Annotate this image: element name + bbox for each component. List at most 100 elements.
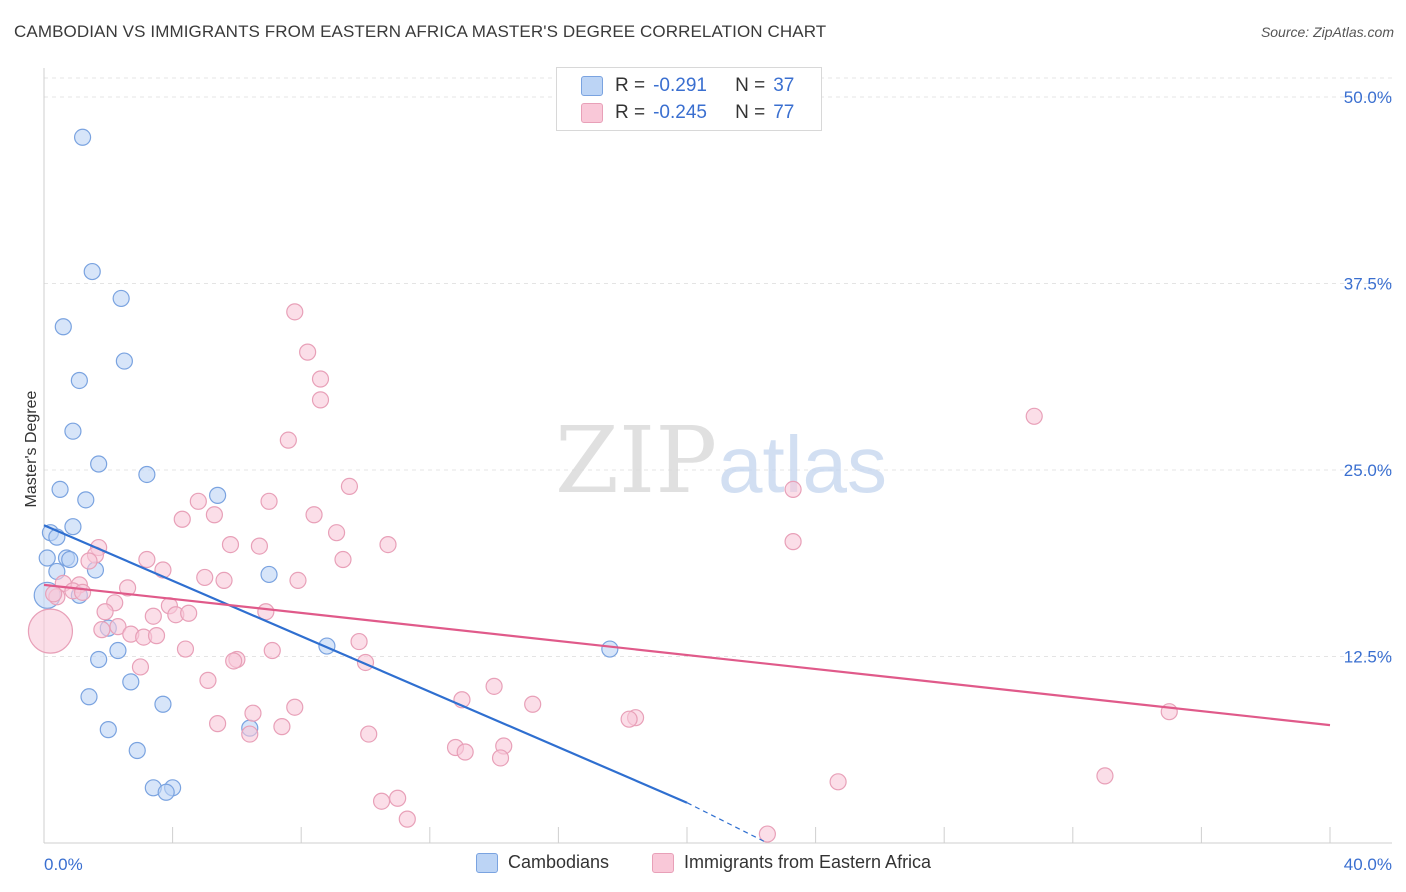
point-eastern-africa <box>398 810 416 828</box>
chart-title: CAMBODIAN VS IMMIGRANTS FROM EASTERN AFR… <box>14 22 827 41</box>
point-cambodian <box>64 422 82 440</box>
point-eastern-africa <box>147 627 166 645</box>
point-cambodian <box>73 128 92 146</box>
point-cambodian <box>601 640 619 658</box>
legend-row-eastern-africa: R = -0.245 N = 77 <box>581 100 794 126</box>
point-eastern-africa <box>372 792 391 810</box>
point-eastern-africa <box>260 492 278 510</box>
point-eastern-africa <box>196 568 214 587</box>
point-eastern-africa <box>199 671 217 689</box>
point-eastern-africa <box>286 303 304 321</box>
legend-row-cambodians: R = -0.291 N = 37 <box>581 73 794 99</box>
point-cambodian <box>83 262 101 281</box>
series-legend-eastern-africa[interactable]: Immigrants from Eastern Africa <box>652 852 931 873</box>
point-eastern-africa <box>221 535 240 554</box>
point-eastern-africa <box>389 789 407 807</box>
trend-line-cambodians <box>43 524 688 804</box>
point-cambodian <box>90 650 108 669</box>
point-eastern-africa <box>118 579 137 597</box>
series-swatch-cambodians <box>476 852 498 873</box>
stats-legend: R = -0.291 N = 37 R = -0.245 N = 77 <box>556 67 822 131</box>
point-eastern-africa <box>273 718 291 736</box>
legend-n-label: N = <box>735 75 766 96</box>
point-eastern-africa <box>27 608 74 654</box>
point-eastern-africa <box>131 658 150 676</box>
point-eastern-africa <box>180 604 198 622</box>
point-eastern-africa <box>176 640 195 658</box>
point-cambodian <box>109 641 127 660</box>
point-eastern-africa <box>96 603 114 621</box>
point-eastern-africa <box>620 710 638 728</box>
point-eastern-africa <box>205 506 223 524</box>
point-eastern-africa <box>144 607 162 625</box>
point-eastern-africa <box>350 632 368 651</box>
x-tick-label: 40.0% <box>1344 855 1392 874</box>
point-eastern-africa <box>263 641 281 660</box>
y-tick-label: 37.5% <box>1344 275 1392 294</box>
legend-swatch-cambodians <box>581 76 603 96</box>
legend-r-value: -0.245 <box>653 102 707 123</box>
point-eastern-africa <box>1096 767 1114 785</box>
point-cambodian <box>138 465 156 484</box>
source-label: Source: ZipAtlas.com <box>1260 24 1394 40</box>
legend-n-value: 37 <box>773 75 795 96</box>
point-eastern-africa <box>45 585 63 603</box>
trend-extension-cambodians <box>686 802 768 844</box>
point-cambodian <box>77 491 95 509</box>
legend-r-label: R = <box>615 102 646 123</box>
point-eastern-africa <box>327 524 346 542</box>
series-legend: Cambodians Immigrants from Eastern Afric… <box>0 852 1406 878</box>
legend-swatch-eastern-africa <box>581 103 603 123</box>
point-eastern-africa <box>138 550 156 569</box>
point-eastern-africa <box>279 431 297 449</box>
point-eastern-africa <box>299 343 317 361</box>
point-eastern-africa <box>485 677 503 695</box>
point-eastern-africa <box>215 571 233 590</box>
point-cambodian <box>209 486 227 504</box>
point-cambodian <box>64 518 82 536</box>
point-cambodian <box>99 721 117 739</box>
watermark-zip: ZIP <box>555 407 717 514</box>
point-cambodian <box>260 565 278 584</box>
point-eastern-africa <box>286 698 304 716</box>
point-eastern-africa <box>189 492 207 510</box>
point-eastern-africa <box>758 825 776 843</box>
point-eastern-africa <box>305 506 323 524</box>
y-tick-label: 12.5% <box>1344 648 1392 667</box>
point-eastern-africa <box>93 621 111 639</box>
point-eastern-africa <box>80 552 98 570</box>
point-eastern-africa <box>311 370 330 388</box>
watermark-atlas: atlas <box>718 420 887 509</box>
point-eastern-africa <box>311 391 330 409</box>
y-tick-label: 50.0% <box>1344 88 1392 107</box>
point-cambodian <box>128 741 146 760</box>
point-eastern-africa <box>1025 407 1043 425</box>
point-eastern-africa <box>334 550 352 569</box>
point-eastern-africa <box>524 695 542 713</box>
point-eastern-africa <box>241 725 259 743</box>
point-eastern-africa <box>209 715 227 733</box>
point-eastern-africa <box>244 704 262 722</box>
point-cambodian <box>80 688 98 706</box>
point-cambodian <box>112 289 130 308</box>
series-label: Cambodians <box>508 852 610 872</box>
series-legend-cambodians[interactable]: Cambodians <box>476 852 609 873</box>
point-cambodian <box>51 480 69 498</box>
point-cambodian <box>54 318 72 336</box>
point-eastern-africa <box>784 533 802 551</box>
point-eastern-africa <box>173 510 191 528</box>
point-eastern-africa <box>109 618 127 636</box>
point-cambodian <box>157 783 175 801</box>
point-cambodian <box>122 673 140 691</box>
point-eastern-africa <box>250 537 269 555</box>
point-eastern-africa <box>784 480 802 498</box>
point-cambodian <box>61 550 79 569</box>
point-eastern-africa <box>829 773 847 791</box>
legend-n-value: 77 <box>773 102 795 123</box>
point-eastern-africa <box>360 725 378 743</box>
series-label: Immigrants from Eastern Africa <box>684 852 932 872</box>
point-eastern-africa <box>456 743 474 761</box>
trend-line-eastern-africa <box>43 583 1331 727</box>
series-swatch-eastern-africa <box>652 852 674 873</box>
point-cambodian <box>154 695 172 713</box>
